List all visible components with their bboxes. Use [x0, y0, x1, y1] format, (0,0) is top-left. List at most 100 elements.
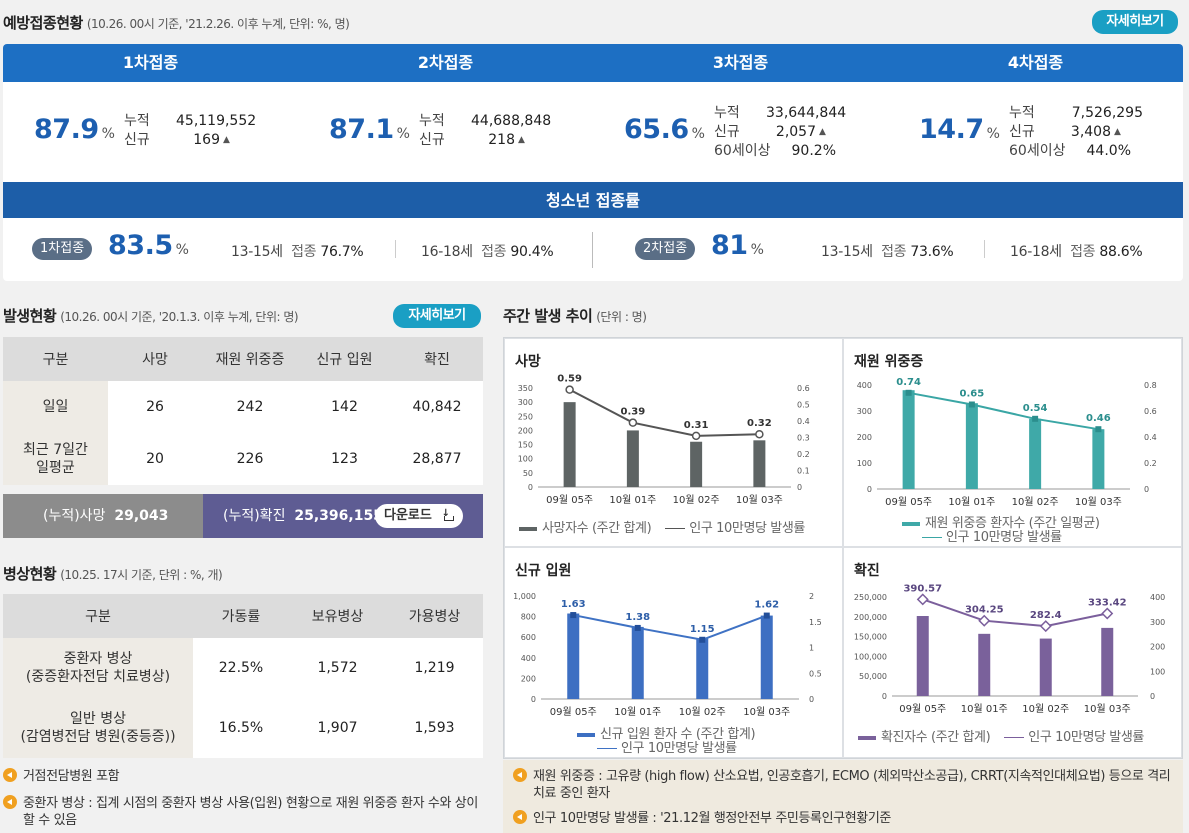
y2-tick-label: 0 [1144, 485, 1149, 494]
legend-line-swatch [922, 537, 942, 538]
y-tick-label: 0 [531, 695, 536, 704]
dose-4-label: 4차접종 [1007, 53, 1064, 72]
rate-point [699, 636, 706, 643]
y-tick-label: 150,000 [854, 633, 887, 642]
cell: 22.5% [218, 660, 264, 676]
dose-1-panel: 87.9% 누적 45,119,552 신규 169 ▲ [3, 82, 298, 222]
bar [978, 633, 991, 696]
occurrence-title: 발생현황 (10.26. 00시 기준, '20.1.3. 이후 누계, 단위: … [3, 307, 299, 325]
vaccination-detail-button[interactable]: 자세히보기 [1092, 10, 1178, 34]
dose-2-stats: 누적 44,688,848 신규 218 ▲ [419, 112, 551, 150]
stat-value: 169 [193, 132, 220, 148]
rate-point [968, 401, 975, 408]
chart-legend: 사망자수 (주간 합계) 인구 10만명당 발생률 [519, 517, 805, 536]
rate-point [565, 385, 574, 394]
weekly-subtitle: (단위 : 명) [596, 310, 647, 324]
legend-swatch [858, 735, 876, 740]
y2-tick-label: 200 [1150, 643, 1165, 652]
legend-swatch [577, 732, 595, 737]
up-triangle-icon: ▲ [1114, 127, 1121, 137]
divider [984, 240, 985, 258]
stat-label: 60세이상 [714, 143, 771, 159]
legend-label: 사망자수 (주간 합계) [542, 521, 652, 536]
speaker-icon [513, 768, 527, 782]
x-tick-label: 09월 05주 [885, 496, 932, 508]
table-row: 일반 병상 (감염병전담 병원(중등증)) 16.5% 1,907 1,593 [3, 698, 483, 758]
data-label: 390.57 [903, 583, 942, 594]
vaccination-subtitle: (10.26. 00시 기준, '21.2.26. 이후 누계, 단위: %, … [86, 17, 350, 31]
stat-value: 218 [488, 132, 515, 148]
rate-point [628, 418, 638, 427]
beds-table: 구분 가동률 보유병상 가용병상 중환자 병상 (중증환자전담 치료병상) 22.… [3, 594, 483, 758]
y-tick-label: 400 [521, 654, 536, 663]
x-tick-label: 10월 01주 [948, 496, 995, 508]
arrow-down-icon: ↓ [441, 508, 450, 519]
stat-value: 2,057 [775, 124, 816, 140]
y2-tick-label: 0 [1150, 692, 1155, 701]
cumulative-death: (누적)사망 29,043 [3, 494, 203, 538]
up-triangle-icon: ▲ [819, 127, 826, 137]
x-tick-label: 10월 02주 [679, 706, 726, 718]
legend-label: 신규 입원 환자 수 (주간 합계) [600, 727, 756, 742]
data-label: 0.65 [960, 389, 985, 400]
legend-item: 사망자수 (주간 합계) [519, 521, 652, 536]
data-label: 1.15 [690, 624, 715, 635]
col-header: 확진 [391, 337, 483, 381]
rate-point [905, 389, 912, 396]
y2-tick-label: 0.8 [1144, 381, 1157, 390]
y2-tick-label: 1.5 [809, 618, 822, 627]
rate-point [570, 612, 577, 619]
stat-label: 신규 [1009, 124, 1035, 140]
legend-label: 확진자수 (주간 합계) [881, 730, 991, 745]
chart-legend: 재원 위중증 환자수 (주간 일평균) 인구 10만명당 발생률 [902, 517, 1100, 545]
col-header: 구분 [3, 337, 108, 381]
rate-point [1101, 607, 1114, 620]
data-label: 0.32 [747, 418, 772, 429]
dose-2-panel: 87.1% 누적 44,688,848 신규 218 ▲ [298, 82, 593, 222]
stat-label: 신규 [124, 132, 150, 148]
cell: 1,593 [414, 720, 455, 736]
chart-1: 사망 0 50 100 150 200 250 300 350 0 0.1 0.2 0.3 0.4 0.5 0… [505, 339, 842, 546]
bar [1029, 418, 1042, 489]
y-tick-label: 100 [857, 459, 872, 468]
dose-4-panel: 14.7% 누적 7,526,295 신규 3,408 ▲ 60세이상 44.0% [888, 82, 1183, 222]
rate-point [691, 431, 701, 441]
legend-item: 인구 10만명당 발생률 [665, 521, 805, 536]
rate-point [978, 614, 991, 627]
y2-tick-label: 2 [809, 592, 814, 601]
rate-point [916, 593, 929, 606]
y2-tick-label: 0.5 [809, 669, 822, 678]
legend-item: 신규 입원 환자 수 (주간 합계) [577, 727, 756, 742]
data-label: 0.31 [684, 420, 709, 431]
table-row: 중환자 병상 (중증환자전담 치료병상) 22.5% 1,572 1,219 [3, 638, 483, 698]
occurrence-detail-button[interactable]: 자세히보기 [393, 304, 481, 328]
youth-first-pill: 1차접종 [32, 238, 93, 260]
vaccination-title: 예방접종현황 (10.26. 00시 기준, '21.2.26. 이후 누계, 단… [3, 14, 350, 32]
y2-tick-label: 0.1 [797, 467, 810, 476]
col-header: 구분 [3, 594, 193, 638]
rate-point [1095, 426, 1102, 433]
data-label: 0.59 [557, 374, 582, 385]
y-tick-label: 600 [521, 633, 536, 642]
dose-3-label: 3차접종 [712, 53, 769, 72]
cell: 123 [331, 451, 358, 467]
rate-point [1032, 415, 1039, 422]
stat-value: 45,119,552 [176, 113, 257, 129]
y2-tick-label: 0 [809, 695, 814, 704]
legend-label: 재원 위중증 환자수 (주간 일평균) [925, 516, 1100, 531]
y-tick-label: 150 [518, 441, 533, 450]
data-label: 333.42 [1088, 597, 1127, 608]
y2-tick-label: 0.6 [1144, 407, 1157, 416]
download-button[interactable]: 다운로드 ↓ [375, 504, 463, 528]
y-tick-label: 100 [518, 455, 533, 464]
cell: 28,877 [412, 451, 462, 467]
bar [753, 440, 766, 487]
y-tick-label: 400 [857, 381, 872, 390]
legend-item: 인구 10만명당 발생률 [922, 530, 1062, 545]
chart-2: 재원 위중증 0 100 200 300 400 0 0.2 0.4 0.6 0.8 09월 05주 1… [844, 339, 1181, 546]
rate-line [908, 391, 1099, 431]
rate-point [1039, 620, 1052, 633]
youth-second-13-15: 13-15세 접종 73.6% [821, 244, 954, 260]
up-triangle-icon: ▲ [223, 135, 230, 145]
y-tick-label: 0 [528, 483, 533, 492]
